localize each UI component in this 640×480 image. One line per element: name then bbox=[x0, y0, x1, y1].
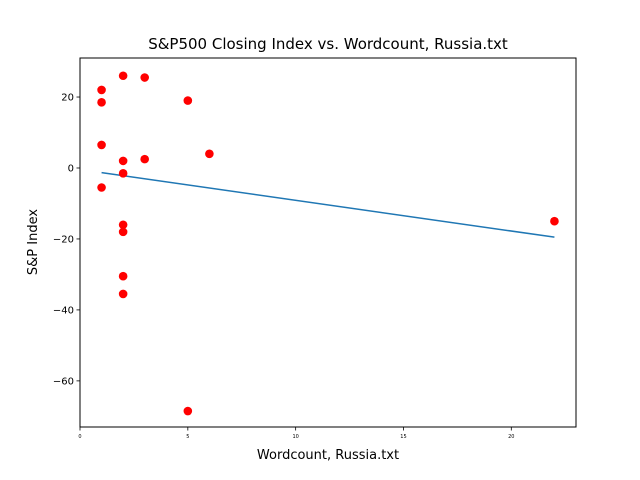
data-point bbox=[550, 216, 559, 226]
y-tick-label: −40 bbox=[53, 305, 74, 316]
data-point bbox=[97, 98, 106, 107]
data-point bbox=[118, 220, 128, 230]
data-point bbox=[183, 96, 193, 105]
x-tick-label: 10 bbox=[292, 434, 298, 440]
axis-ticks: 0 5 10 15 20 −60 −40 −20 0 20 bbox=[53, 93, 515, 440]
data-point bbox=[118, 71, 128, 81]
x-tick-label: 0 bbox=[78, 434, 81, 440]
data-point bbox=[140, 154, 149, 164]
data-point bbox=[118, 289, 128, 299]
plot-area bbox=[79, 57, 577, 428]
data-point bbox=[118, 271, 128, 281]
x-tick-label: 5 bbox=[186, 434, 189, 440]
y-tick-label: 20 bbox=[61, 93, 74, 104]
data-point bbox=[118, 169, 128, 178]
x-tick-label: 20 bbox=[508, 434, 514, 440]
y-tick-label: −20 bbox=[53, 234, 74, 245]
data-point bbox=[118, 156, 128, 166]
trend-line bbox=[101, 171, 555, 238]
x-tick-label: 15 bbox=[400, 434, 406, 440]
data-point bbox=[97, 85, 106, 95]
data-point bbox=[183, 406, 193, 416]
data-point bbox=[205, 149, 214, 159]
x-axis-label: Wordcount, Russia.txt bbox=[257, 448, 399, 463]
data-point bbox=[97, 183, 106, 192]
trend-line-layer bbox=[101, 171, 555, 238]
data-point bbox=[118, 227, 128, 237]
y-tick-label: −60 bbox=[53, 376, 74, 387]
data-point bbox=[140, 73, 149, 82]
chart-title: S&P500 Closing Index vs. Wordcount, Russ… bbox=[148, 35, 508, 53]
y-axis-label: S&P Index bbox=[26, 209, 41, 275]
y-tick-label: 0 bbox=[68, 163, 74, 174]
data-point bbox=[97, 140, 106, 150]
data-points bbox=[97, 71, 559, 416]
